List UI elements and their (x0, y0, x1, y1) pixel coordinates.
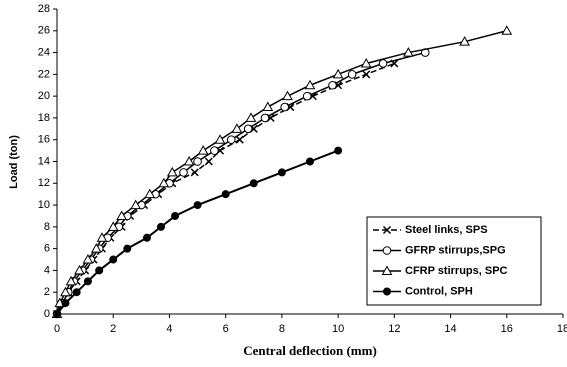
x-tick-label: 6 (223, 323, 229, 335)
marker (166, 166, 178, 177)
marker (501, 25, 513, 35)
x-tick-label: 12 (388, 323, 400, 335)
marker (144, 188, 156, 199)
y-axis-label: Load (ton) (8, 135, 20, 189)
marker (362, 70, 371, 79)
marker (334, 146, 343, 155)
x-tick-label: 8 (279, 323, 285, 335)
marker (302, 91, 312, 101)
y-tick-label: 14 (38, 155, 50, 167)
marker (347, 70, 357, 79)
marker (61, 299, 70, 308)
marker (60, 286, 71, 297)
marker (72, 288, 81, 297)
y-tick-label: 24 (38, 46, 50, 58)
y-tick-label: 10 (38, 199, 50, 211)
x-tick-label: 0 (54, 323, 60, 335)
marker (403, 47, 414, 57)
marker (459, 36, 470, 46)
x-tick-label: 10 (332, 323, 344, 335)
marker (204, 157, 213, 166)
marker (306, 157, 314, 166)
marker (332, 68, 344, 79)
marker (383, 287, 391, 296)
marker (74, 264, 85, 275)
marker (197, 145, 209, 155)
marker (382, 246, 392, 255)
marker (221, 190, 230, 199)
x-tick-label: 14 (444, 323, 456, 335)
marker (382, 225, 392, 235)
y-tick-label: 2 (44, 286, 50, 298)
marker (277, 168, 286, 177)
series-line (56, 149, 339, 315)
marker (193, 157, 202, 166)
x-axis-label: Central deflection (mm) (243, 343, 377, 358)
marker (214, 134, 226, 144)
y-tick-label: 22 (38, 68, 50, 80)
marker (282, 90, 293, 101)
y-tick-label: 12 (38, 177, 50, 189)
y-tick-label: 4 (44, 264, 50, 276)
legend-label: Control, SPH (405, 285, 473, 297)
x-tick-label: 2 (110, 323, 116, 335)
marker (130, 199, 142, 210)
y-tick-label: 0 (44, 308, 50, 320)
marker (123, 244, 132, 253)
marker (304, 79, 316, 90)
x-tick-label: 16 (501, 323, 513, 335)
marker (142, 233, 151, 242)
marker (107, 221, 119, 231)
legend-box (366, 216, 542, 306)
y-tick-label: 20 (38, 90, 50, 102)
marker (83, 277, 92, 286)
y-tick-label: 8 (44, 221, 50, 233)
marker (95, 266, 104, 275)
marker (262, 101, 274, 112)
marker (109, 255, 118, 264)
marker (378, 59, 388, 68)
marker (226, 135, 236, 145)
marker (231, 123, 243, 133)
marker (193, 201, 202, 210)
y-tick-label: 28 (38, 3, 50, 15)
marker (245, 112, 257, 122)
legend-label: GFRP stirrups,SPG (405, 244, 506, 256)
y-tick-label: 6 (44, 243, 50, 255)
marker (171, 211, 180, 220)
marker (96, 232, 108, 242)
y-tick-label: 16 (38, 134, 50, 146)
marker (210, 146, 219, 155)
marker (116, 210, 128, 220)
marker (82, 254, 94, 264)
marker (328, 80, 337, 90)
marker (381, 265, 393, 275)
marker (53, 310, 61, 318)
marker (280, 102, 290, 112)
marker (158, 177, 170, 188)
legend-label: CFRP stirrups, SPC (405, 265, 508, 277)
marker (91, 243, 102, 253)
y-tick-label: 26 (38, 25, 50, 37)
series-line (56, 62, 395, 315)
x-tick-label: 4 (166, 323, 172, 335)
marker (179, 168, 188, 177)
marker (190, 168, 199, 177)
marker (65, 275, 77, 286)
marker (157, 222, 166, 231)
marker (243, 124, 253, 134)
marker (260, 113, 270, 123)
marker (360, 57, 372, 68)
marker (235, 135, 244, 144)
y-tick-label: 18 (38, 112, 50, 124)
marker (183, 155, 195, 166)
marker (249, 179, 258, 188)
x-tick-label: 18 (557, 323, 567, 335)
legend-label: Steel links, SPS (405, 224, 488, 236)
